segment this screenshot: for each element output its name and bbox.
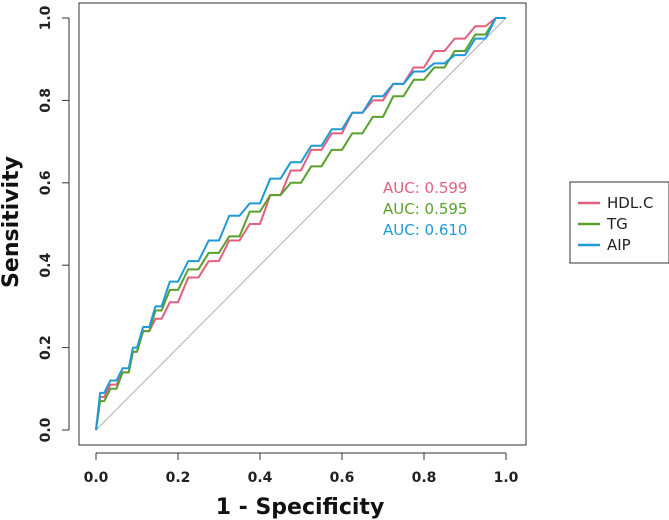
x-tick-label: 0.0: [84, 470, 109, 486]
y-tick-label: 0.2: [38, 335, 54, 360]
y-tick-label: 1.0: [38, 5, 54, 30]
x-tick-label: 0.6: [330, 470, 355, 486]
x-axis: 0.0 0.2 0.4 0.6 0.8 1.0 1 - Specificity: [84, 452, 519, 520]
auc-label-tg: AUC: 0.595: [383, 200, 467, 218]
x-tick-label: 1.0: [494, 470, 519, 486]
legend-label-aip: AIP: [607, 236, 631, 254]
y-tick-label: 0.6: [38, 170, 54, 195]
y-axis: 0.0 0.2 0.4 0.6 0.8 1.0 Sensitivity: [0, 5, 70, 442]
x-tick-label: 0.4: [248, 470, 273, 486]
roc-curve-aip: [95, 17, 506, 431]
y-tick-label: 0.0: [38, 417, 54, 442]
y-tick-label: 0.8: [38, 88, 54, 113]
auc-label-hdl-c: AUC: 0.599: [383, 179, 467, 197]
x-tick-label: 0.8: [412, 470, 437, 486]
plot-area: AUC: 0.599 AUC: 0.595 AUC: 0.610: [78, 2, 527, 446]
auc-label-aip: AUC: 0.610: [383, 221, 467, 239]
legend: HDL.C TG AIP: [569, 181, 669, 264]
legend-label-hdl-c: HDL.C: [607, 194, 653, 212]
legend-box: [569, 181, 669, 264]
y-axis-title: Sensitivity: [0, 156, 24, 288]
legend-label-tg: TG: [606, 215, 628, 233]
x-axis-title: 1 - Specificity: [216, 495, 385, 520]
x-tick-label: 0.2: [166, 470, 191, 486]
reference-diagonal-line: [95, 17, 507, 431]
roc-curve-tg: [95, 17, 506, 431]
plot-frame: [78, 2, 527, 446]
y-tick-label: 0.4: [38, 253, 54, 278]
